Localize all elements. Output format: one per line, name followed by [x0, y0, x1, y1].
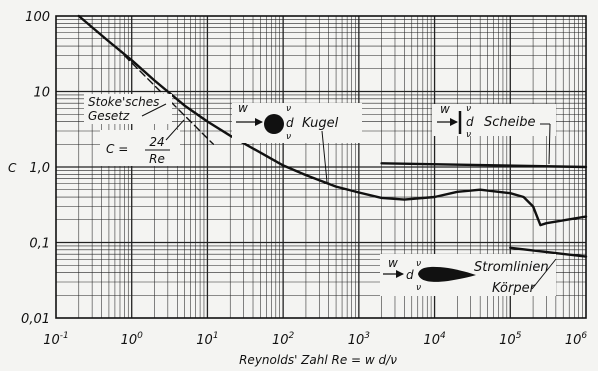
- stokes-label-line2: Gesetz: [88, 109, 130, 123]
- sphere-nu-top: ν: [286, 104, 291, 114]
- streamline-inset: w d ν ν Stromlinien Körper: [380, 254, 557, 296]
- formula-c: C =: [106, 142, 128, 156]
- curves: [77, 14, 588, 258]
- x-tick-label: 100: [121, 331, 144, 348]
- x-tick-label: 106: [565, 331, 588, 348]
- x-tick-label: 102: [272, 331, 295, 348]
- plot-frame: [55, 15, 587, 319]
- series-line-kugel: [77, 14, 588, 227]
- x-tick-label: 103: [348, 331, 371, 348]
- sphere-shape: [264, 114, 284, 134]
- streamline-d-label: d: [406, 268, 414, 282]
- y-tick-label: 10: [33, 86, 50, 101]
- y-tick-label: 0,1: [29, 237, 50, 252]
- sphere-nu-bottom: ν: [286, 132, 291, 142]
- formula-numerator: 24: [149, 135, 164, 149]
- y-tick-labels: 0,01 0,1 1,0 10 100: [21, 10, 50, 327]
- disc-inset: w ν d ν Scheibe: [432, 102, 556, 165]
- streamline-body-shape: [418, 266, 476, 282]
- series-line-stromlinien-k-rper: [509, 246, 588, 258]
- streamline-label-2: Körper: [492, 281, 537, 296]
- y-tick-label: 0,01: [21, 312, 50, 327]
- sphere-inset: w ν d ν Kugel: [232, 101, 362, 183]
- x-tick-label: 104: [423, 331, 446, 348]
- disc-w-label: w: [440, 102, 450, 116]
- sphere-w-label: w: [238, 101, 248, 115]
- formula-denominator: Re: [149, 152, 165, 166]
- disc-d-label: d: [466, 115, 474, 129]
- series-line-stoke-sches-gesetz: [123, 54, 215, 146]
- y-tick-label: 1,0: [29, 161, 50, 176]
- disc-nu-bottom: ν: [466, 130, 471, 140]
- x-tick-label: 101: [196, 331, 218, 348]
- stokes-label-line1: Stoke'sches: [88, 95, 159, 109]
- y-tick-label: 100: [25, 10, 50, 25]
- stokes-annotation: Stoke'sches Gesetz C = 24 Re: [84, 94, 185, 166]
- sphere-label-kugel: Kugel: [302, 116, 339, 131]
- x-axis-label: Reynolds' Zahl Re = w d/ν: [239, 353, 397, 367]
- streamline-nu-top: ν: [416, 259, 421, 269]
- streamline-w-label: w: [388, 256, 398, 270]
- y-axis-label: C: [8, 161, 17, 175]
- streamline-label-1: Stromlinien: [474, 260, 549, 275]
- x-tick-labels: 10-1 100 101 102 103 104 105 106: [43, 331, 587, 348]
- disc-label-scheibe: Scheibe: [484, 115, 536, 130]
- series-line-scheibe: [380, 162, 588, 169]
- sphere-d-label: d: [286, 116, 294, 130]
- x-tick-label: 105: [499, 331, 522, 348]
- disc-nu-top: ν: [466, 104, 471, 114]
- streamline-nu-bottom: ν: [416, 283, 421, 293]
- x-tick-label: 10-1: [43, 331, 69, 348]
